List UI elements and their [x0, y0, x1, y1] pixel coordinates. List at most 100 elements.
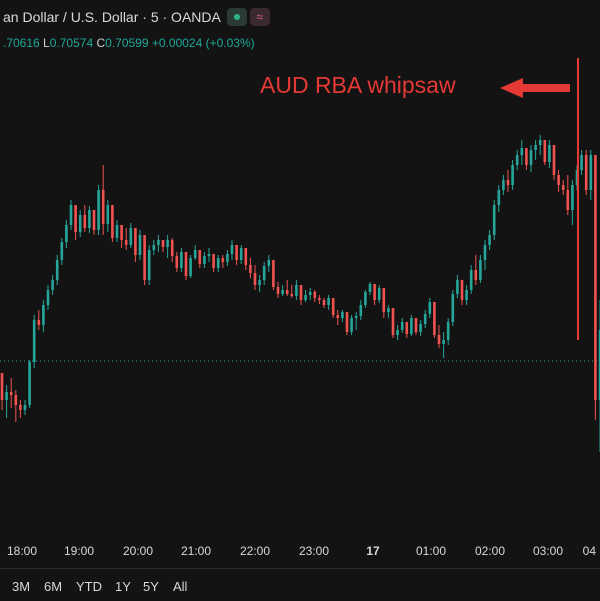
candle-body — [129, 228, 133, 245]
candle-body — [262, 266, 266, 280]
symbol-title: an Dollar / U.S. Dollar · 5 · OANDA — [3, 9, 221, 25]
candle-body — [405, 322, 409, 334]
wave-icon[interactable]: ≈ — [249, 8, 270, 27]
ohlc-values: .70616 L0.70574 C0.70599 +0.00024 (+0.03… — [3, 36, 255, 50]
candle-body — [483, 245, 487, 260]
candle-body — [497, 190, 501, 205]
candle-body — [74, 205, 77, 232]
candle-body — [336, 315, 340, 318]
candle-body — [515, 155, 519, 165]
candle-body — [446, 322, 450, 340]
candle-body — [345, 312, 349, 332]
candle-body — [359, 305, 363, 316]
candle-body — [226, 254, 229, 262]
candle-body — [391, 308, 395, 335]
candle-body — [120, 225, 123, 240]
candle-body — [212, 254, 215, 268]
candle-body — [451, 294, 455, 322]
candle-body — [428, 302, 432, 314]
candle-body — [281, 290, 284, 294]
candle-body — [469, 270, 473, 290]
candle-body — [350, 318, 353, 332]
candle-body — [571, 185, 574, 210]
x-tick-label: 17 — [366, 544, 380, 558]
candle-body — [216, 258, 220, 268]
candle-body — [83, 215, 87, 228]
candle-body — [373, 284, 376, 300]
candle-body — [304, 295, 307, 300]
time-range-bar: 3M 6M YTD 1Y 5Y All — [0, 568, 600, 601]
x-tick-label: 20:00 — [123, 544, 153, 558]
candle-body — [368, 284, 372, 292]
candle-body — [322, 300, 326, 305]
candle-body — [157, 240, 160, 245]
candle-body — [166, 240, 169, 247]
candle-body — [221, 258, 225, 262]
candle-body — [14, 395, 18, 405]
candle-body — [272, 260, 275, 287]
candle-body — [341, 312, 344, 318]
x-tick-label: 03:00 — [533, 544, 563, 558]
candle-body — [78, 215, 82, 232]
range-5y-button[interactable]: 5Y — [143, 579, 159, 594]
candle-body — [377, 288, 381, 300]
candle-body — [253, 273, 257, 285]
candle-body — [543, 140, 547, 162]
change-value: +0.00024 (+0.03%) — [151, 36, 255, 50]
range-6m-button[interactable]: 6M — [44, 579, 63, 594]
status-dot-icon — [233, 14, 240, 21]
x-axis: 18:00 19:00 20:00 21:00 22:00 23:00 17 01:00 02:… — [7, 544, 596, 558]
candle-body — [331, 298, 335, 315]
range-all-button[interactable]: All — [173, 579, 188, 594]
candle-body — [400, 322, 404, 330]
candle-body — [465, 290, 468, 300]
x-tick-label: 21:00 — [181, 544, 211, 558]
x-tick-label: 04 — [583, 544, 597, 558]
candle-body — [92, 210, 96, 230]
candle-body — [396, 330, 399, 335]
candle-body — [138, 235, 142, 255]
candle-body — [207, 254, 211, 256]
x-tick-label: 01:00 — [416, 544, 446, 558]
candle-body — [290, 294, 294, 296]
candle-body — [525, 148, 528, 165]
candle-body — [502, 180, 505, 190]
candle-body — [180, 252, 183, 268]
range-1y-button[interactable]: 1Y — [115, 579, 131, 594]
candle-body — [51, 280, 54, 290]
market-status-badge[interactable] — [226, 8, 247, 27]
candle-body — [9, 392, 13, 395]
range-3m-button[interactable]: 3M — [12, 579, 31, 594]
candle-body — [442, 340, 445, 344]
close-label: C — [96, 36, 106, 50]
candle-body — [46, 290, 50, 305]
x-tick-label: 02:00 — [475, 544, 505, 558]
candle-body — [423, 314, 427, 324]
candle-body — [364, 292, 367, 305]
x-tick-label: 23:00 — [299, 544, 329, 558]
candle-body — [198, 250, 202, 264]
candle-body — [354, 316, 358, 318]
candle-body — [437, 335, 441, 344]
candle-body — [115, 225, 119, 238]
symbol-header: an Dollar / U.S. Dollar · 5 · OANDA ≈ — [3, 8, 270, 27]
candle-body — [580, 155, 583, 170]
range-ytd-button[interactable]: YTD — [76, 579, 102, 594]
candle-body — [32, 320, 36, 362]
candle-body — [584, 155, 588, 190]
candle-body — [42, 305, 45, 325]
candle-body — [520, 148, 524, 155]
candle-body — [327, 298, 330, 305]
candle-body — [0, 373, 4, 400]
candle-body — [161, 240, 165, 247]
candle-body — [184, 252, 188, 276]
candle-body — [88, 210, 91, 228]
candle-body — [318, 298, 321, 300]
candle-body — [258, 280, 261, 285]
low-value: 0.70574 — [49, 36, 94, 50]
candle-body — [203, 256, 206, 264]
candle-body — [506, 180, 510, 185]
candle-body — [285, 290, 289, 294]
candle-body — [28, 362, 31, 405]
